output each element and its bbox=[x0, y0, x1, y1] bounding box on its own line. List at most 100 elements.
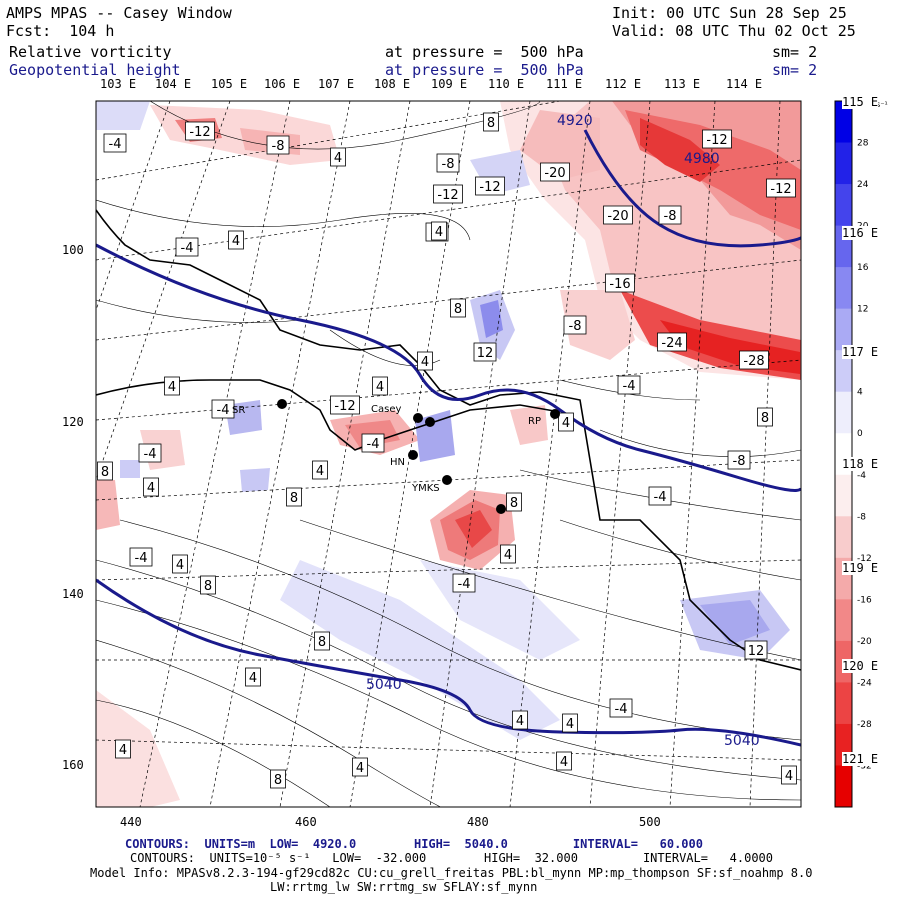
station-label-casey: Casey bbox=[371, 404, 401, 415]
vorticity-contour-label: -8 bbox=[436, 153, 460, 173]
svg-text:-20: -20 bbox=[607, 209, 628, 224]
vorticity-contour-label: -8 bbox=[266, 135, 290, 155]
vorticity-contour-label: 4 bbox=[500, 544, 516, 564]
svg-text:-12: -12 bbox=[437, 188, 458, 203]
vorticity-contour-label: 8 bbox=[97, 461, 113, 481]
vorticity-contour-label: 4 bbox=[562, 713, 578, 733]
lon-label-top: 107 E bbox=[318, 77, 355, 91]
vorticity-contour-label: 4 bbox=[245, 667, 261, 687]
vorticity-contour-label: 4 bbox=[372, 376, 388, 396]
lon-label-top: 108 E bbox=[374, 77, 411, 91]
lon-label-top: 104 E bbox=[155, 77, 192, 91]
svg-text:12: 12 bbox=[748, 644, 765, 659]
vorticity-contour-label: -28 bbox=[739, 350, 769, 370]
station-marker-casey[interactable] bbox=[413, 413, 423, 423]
colorbar-swatch bbox=[835, 599, 852, 642]
height-labels: 4920 4980 5040 5040 bbox=[366, 113, 760, 749]
colorbar: 10⁻⁵ s⁻¹2824201612840-4-8-12-16-20-24-28… bbox=[834, 100, 888, 808]
vorticity-contour-label: -4 bbox=[452, 573, 476, 593]
station-marker-hn[interactable] bbox=[408, 450, 418, 460]
lat-lon-grid bbox=[96, 101, 801, 807]
lon-label-top: 103 E bbox=[100, 77, 137, 91]
colorbar-tick-label: 24 bbox=[857, 180, 869, 190]
station-marker-sr[interactable] bbox=[277, 399, 287, 409]
init-time: Init: 00 UTC Sun 28 Sep 25 bbox=[612, 4, 847, 22]
vorticity-contour-label: 12 bbox=[744, 640, 768, 660]
height-contour-info: CONTOURS: UNITS=m LOW= 4920.0 HIGH= 5040… bbox=[125, 837, 703, 851]
svg-text:4: 4 bbox=[435, 225, 443, 240]
vorticity-contour-label: 4 bbox=[164, 376, 180, 396]
svg-text:-4: -4 bbox=[217, 403, 230, 418]
vorticity-contour-label: 4 bbox=[558, 412, 574, 432]
colorbar-tick-label: -8 bbox=[857, 512, 866, 522]
station-marker[interactable] bbox=[425, 417, 435, 427]
colorbar-swatch bbox=[835, 308, 852, 351]
svg-text:12: 12 bbox=[477, 346, 494, 361]
vorticity-contour-label: -12 bbox=[766, 178, 796, 198]
vorticity-contour-label: -8 bbox=[727, 450, 751, 470]
vorticity-contour-label: 4 bbox=[512, 710, 528, 730]
vorticity-contour-label: -12 bbox=[433, 184, 463, 204]
colorbar-swatch bbox=[835, 184, 852, 227]
svg-text:4: 4 bbox=[785, 769, 793, 784]
y-tick-label: 140 bbox=[62, 587, 84, 601]
svg-text:8: 8 bbox=[510, 496, 518, 511]
svg-text:-28: -28 bbox=[743, 354, 764, 369]
station-marker-rp[interactable] bbox=[550, 409, 560, 419]
vorticity-contour-label: -12 bbox=[475, 176, 505, 196]
coastline bbox=[96, 209, 801, 671]
svg-text:-12: -12 bbox=[189, 125, 210, 140]
colorbar-swatch bbox=[835, 682, 852, 725]
lon-label-right: 121 E bbox=[842, 752, 879, 766]
svg-text:4: 4 bbox=[334, 151, 342, 166]
vorticity-contour-label: 4 bbox=[228, 230, 244, 250]
colorbar-tick-label: 12 bbox=[857, 305, 868, 315]
vorticity-contour-label: 4 bbox=[431, 221, 447, 241]
lon-label-right: 117 E bbox=[842, 345, 879, 359]
vorticity-contour-label: 4 bbox=[172, 554, 188, 574]
lon-label-top: 109 E bbox=[431, 77, 468, 91]
svg-text:8: 8 bbox=[454, 302, 462, 317]
station-marker-ymks[interactable] bbox=[442, 475, 452, 485]
lon-label-right: 118 E bbox=[842, 457, 879, 471]
svg-text:-4: -4 bbox=[367, 437, 380, 452]
svg-text:-8: -8 bbox=[442, 157, 455, 172]
svg-text:-4: -4 bbox=[109, 137, 122, 152]
svg-text:8: 8 bbox=[101, 465, 109, 480]
svg-text:4: 4 bbox=[376, 380, 384, 395]
field1-name: Relative vorticity bbox=[9, 43, 172, 61]
y-tick-label: 120 bbox=[62, 415, 84, 429]
svg-text:-12: -12 bbox=[770, 182, 791, 197]
vorticity-contour-label: -20 bbox=[603, 205, 633, 225]
lon-label-right: 120 E bbox=[842, 659, 879, 673]
vorticity-contour-label: -20 bbox=[540, 162, 570, 182]
svg-text:4: 4 bbox=[316, 464, 324, 479]
vorticity-contour-label: -4 bbox=[138, 443, 162, 463]
vorticity-contour-label: 4 bbox=[115, 739, 131, 759]
colorbar-swatch bbox=[835, 391, 852, 434]
colorbar-swatch bbox=[835, 474, 852, 517]
vorticity-contour-label: -8 bbox=[658, 205, 682, 225]
vorticity-contour-label: 8 bbox=[483, 112, 499, 132]
vorticity-contour-label: -4 bbox=[648, 486, 672, 506]
vorticity-contour-label: -4 bbox=[103, 133, 127, 153]
svg-text:-4: -4 bbox=[623, 379, 636, 394]
y-tick-label: 160 bbox=[62, 758, 84, 772]
colorbar-swatch bbox=[835, 267, 852, 310]
height-contour-label: 5040 bbox=[366, 677, 402, 693]
colorbar-swatch bbox=[835, 350, 852, 393]
lon-label-top: 105 E bbox=[211, 77, 248, 91]
lon-label-right: 119 E bbox=[842, 561, 879, 575]
colorbar-swatch bbox=[835, 142, 852, 185]
vorticity-contour-label: 8 bbox=[450, 298, 466, 318]
svg-text:8: 8 bbox=[274, 773, 282, 788]
field1-pressure: at pressure = 500 hPa bbox=[385, 43, 584, 61]
station-marker[interactable] bbox=[496, 504, 506, 514]
station-markers bbox=[277, 399, 560, 514]
lon-label-top: 110 E bbox=[488, 77, 525, 91]
vorticity-contour-label: 4 bbox=[781, 765, 797, 785]
svg-text:-4: -4 bbox=[181, 241, 194, 256]
vorticity-contour-label: 4 bbox=[556, 751, 572, 771]
svg-text:4: 4 bbox=[566, 717, 574, 732]
field1-smoothing: sm= 2 bbox=[772, 43, 818, 61]
